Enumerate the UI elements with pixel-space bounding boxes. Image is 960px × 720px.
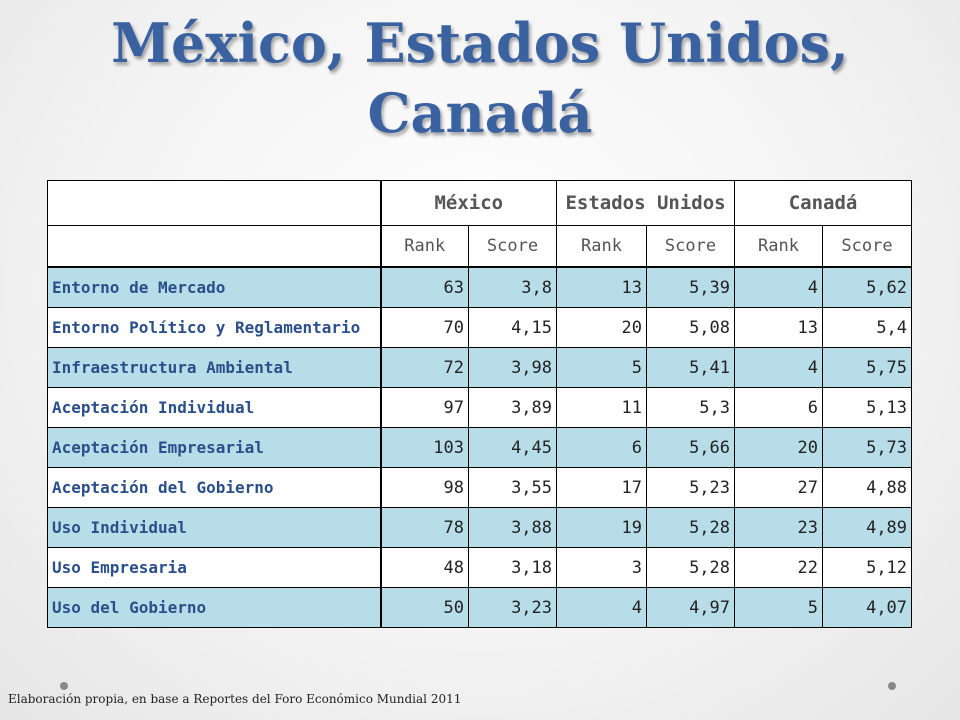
row-label: Uso Individual — [47, 507, 381, 548]
header-country-usa: Estados Unidos — [556, 180, 736, 226]
header-country-canada: Canadá — [734, 180, 913, 226]
score-cell: 5,13 — [822, 387, 913, 428]
score-cell: 4,15 — [467, 307, 558, 348]
table-row: Uso Empresaria 48 3,18 3 5,28 22 5,12 — [47, 547, 913, 588]
rank-cell: 97 — [379, 387, 469, 428]
score-cell: 4,88 — [822, 467, 913, 508]
rank-cell: 27 — [734, 467, 824, 508]
header-empty — [47, 180, 381, 226]
score-cell: 5,62 — [822, 266, 913, 308]
score-cell: 4,97 — [646, 587, 736, 628]
rank-cell: 6 — [734, 387, 824, 428]
score-cell: 5,08 — [646, 307, 736, 348]
score-cell: 4,89 — [822, 507, 913, 548]
score-cell: 3,18 — [467, 547, 558, 588]
title-line-2: Canadá — [367, 81, 593, 145]
table-body: Entorno de Mercado 63 3,8 13 5,39 4 5,62 Entorn… — [47, 266, 913, 628]
table-row: Infraestructura Ambiental 72 3,98 5 5,41 4 5,7… — [47, 347, 913, 388]
rank-cell: 11 — [556, 387, 648, 428]
rank-cell: 4 — [734, 347, 824, 388]
score-cell: 5,12 — [822, 547, 913, 588]
score-cell: 4,45 — [467, 427, 558, 468]
score-cell: 5,23 — [646, 467, 736, 508]
rank-cell: 4 — [556, 587, 648, 628]
row-label: Aceptación Empresarial — [47, 427, 381, 468]
rank-cell: 63 — [379, 266, 469, 308]
table-row: Aceptación Individual 97 3,89 11 5,3 6 5,13 — [47, 387, 913, 428]
subheader-score: Score — [646, 225, 736, 268]
rank-cell: 72 — [379, 347, 469, 388]
rank-cell: 19 — [556, 507, 648, 548]
row-label: Entorno Político y Reglamentario — [47, 307, 381, 348]
subheader-rank: Rank — [734, 225, 824, 268]
decor-dot-right — [888, 682, 896, 690]
slide-title: México, Estados Unidos, Canadá — [0, 8, 960, 148]
score-cell: 4,07 — [822, 587, 913, 628]
table-row: Entorno de Mercado 63 3,8 13 5,39 4 5,62 — [47, 266, 913, 308]
table-row: Aceptación del Gobierno 98 3,55 17 5,23 27 4,8… — [47, 467, 913, 508]
score-cell: 5,3 — [646, 387, 736, 428]
subheader-rank: Rank — [379, 225, 469, 268]
rank-cell: 78 — [379, 507, 469, 548]
score-cell: 3,89 — [467, 387, 558, 428]
rank-cell: 5 — [734, 587, 824, 628]
rank-cell: 103 — [379, 427, 469, 468]
rank-cell: 4 — [734, 266, 824, 308]
row-label: Entorno de Mercado — [47, 266, 381, 308]
row-label: Aceptación del Gobierno — [47, 467, 381, 508]
row-label: Aceptación Individual — [47, 387, 381, 428]
score-cell: 3,98 — [467, 347, 558, 388]
decor-dot-left — [60, 682, 68, 690]
indicators-table: México Estados Unidos Canadá Rank Score … — [47, 180, 913, 628]
score-cell: 3,23 — [467, 587, 558, 628]
rank-cell: 50 — [379, 587, 469, 628]
table-row: Entorno Político y Reglamentario 70 4,15 20… — [47, 307, 913, 348]
rank-cell: 48 — [379, 547, 469, 588]
rank-cell: 17 — [556, 467, 648, 508]
rank-cell: 23 — [734, 507, 824, 548]
rank-cell: 20 — [734, 427, 824, 468]
subheader-empty — [47, 225, 381, 268]
subheader-score: Score — [467, 225, 558, 268]
score-cell: 5,66 — [646, 427, 736, 468]
rank-cell: 98 — [379, 467, 469, 508]
rank-cell: 70 — [379, 307, 469, 348]
score-cell: 3,55 — [467, 467, 558, 508]
subheader-rank: Rank — [556, 225, 648, 268]
row-label: Infraestructura Ambiental — [47, 347, 381, 388]
table-row: Aceptación Empresarial 103 4,45 6 5,66 20 5,73 — [47, 427, 913, 468]
title-line-1: México, Estados Unidos, — [111, 11, 849, 75]
score-cell: 5,41 — [646, 347, 736, 388]
rank-cell: 3 — [556, 547, 648, 588]
header-country-mexico: México — [379, 180, 558, 226]
subheader-score: Score — [822, 225, 913, 268]
rank-cell: 6 — [556, 427, 648, 468]
score-cell: 5,39 — [646, 266, 736, 308]
rank-cell: 13 — [556, 266, 648, 308]
score-cell: 5,4 — [822, 307, 913, 348]
score-cell: 5,28 — [646, 547, 736, 588]
row-label: Uso del Gobierno — [47, 587, 381, 628]
rank-cell: 20 — [556, 307, 648, 348]
table-row: Uso del Gobierno 50 3,23 4 4,97 5 4,07 — [47, 587, 913, 628]
rank-cell: 5 — [556, 347, 648, 388]
score-cell: 3,8 — [467, 266, 558, 308]
rank-cell: 13 — [734, 307, 824, 348]
table-row: Uso Individual 78 3,88 19 5,28 23 4,89 — [47, 507, 913, 548]
score-cell: 5,75 — [822, 347, 913, 388]
row-label: Uso Empresaria — [47, 547, 381, 588]
score-cell: 3,88 — [467, 507, 558, 548]
source-footnote: Elaboración propia, en base a Reportes d… — [8, 692, 462, 706]
score-cell: 5,73 — [822, 427, 913, 468]
rank-cell: 22 — [734, 547, 824, 588]
score-cell: 5,28 — [646, 507, 736, 548]
